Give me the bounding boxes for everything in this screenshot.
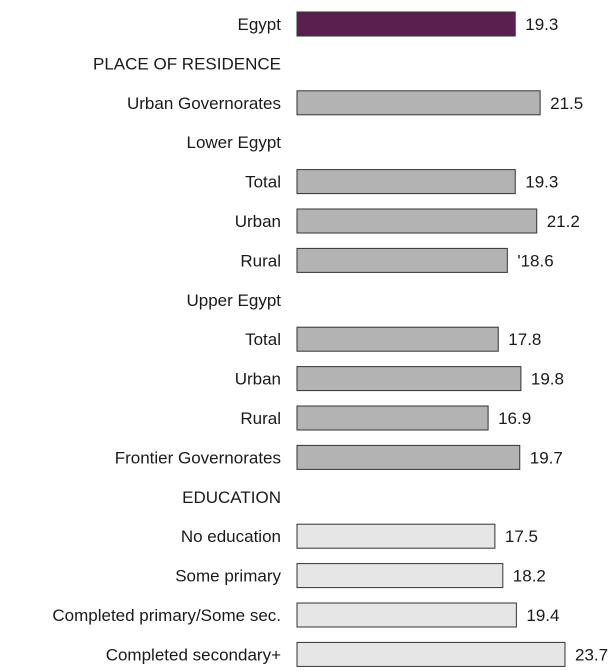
value-label: 16.9 (498, 409, 531, 428)
category-label: Completed secondary+ (106, 645, 281, 664)
section-header-label: Upper Egypt (187, 291, 282, 310)
category-label: No education (181, 527, 281, 546)
category-label: Frontier Governorates (115, 448, 281, 467)
category-label: Urban (235, 370, 281, 389)
bar-row: Total 19.3 (245, 169, 558, 195)
bar (296, 641, 566, 667)
value-label: 21.5 (550, 94, 583, 113)
value-label: 19.8 (531, 370, 564, 389)
bar (296, 523, 496, 549)
section-header-row: Upper Egypt (187, 291, 282, 310)
bar (296, 366, 522, 392)
value-label: 23.7 (575, 645, 608, 664)
category-label: Total (245, 330, 281, 349)
bar (296, 602, 517, 628)
bar (296, 208, 538, 234)
bar-row: Rural 16.9 (240, 405, 531, 431)
bar (296, 11, 516, 37)
bar-row: Total 17.8 (245, 326, 541, 352)
value-label: 18.2 (513, 567, 546, 586)
category-label: Total (245, 173, 281, 192)
bar-row: Egypt 19.3 (238, 11, 558, 37)
bar (296, 247, 508, 273)
bar (296, 90, 541, 116)
bar-row: Completed primary/Some sec. 19.4 (52, 602, 559, 628)
bar-row: Urban 21.2 (235, 208, 580, 234)
bar-row: Some primary 18.2 (175, 563, 546, 589)
category-label: Rural (240, 409, 281, 428)
section-header-label: EDUCATION (182, 488, 281, 507)
bar-row: Completed secondary+ 23.7 (106, 641, 608, 667)
bar-row: Urban 19.8 (235, 366, 564, 392)
category-label: Urban Governorates (127, 94, 281, 113)
bar (296, 563, 504, 589)
value-label: 19.3 (525, 173, 558, 192)
section-header-row: PLACE OF RESIDENCE (93, 54, 281, 73)
section-header-row: EDUCATION (182, 488, 281, 507)
bar (296, 405, 489, 431)
bar-row: Frontier Governorates 19.7 (115, 444, 563, 470)
section-header-label: PLACE OF RESIDENCE (93, 54, 281, 73)
bar (296, 169, 516, 195)
chart-rows: Egypt 19.3 PLACE OF RESIDENCE Urban Governo… (52, 11, 608, 667)
bar (296, 326, 499, 352)
value-label: 17.5 (505, 527, 538, 546)
bar-row: Urban Governorates 21.5 (127, 90, 583, 116)
value-label: 19.4 (526, 606, 559, 625)
value-label: 19.7 (530, 448, 563, 467)
section-header-label: Lower Egypt (187, 133, 282, 152)
category-label: Egypt (238, 15, 282, 34)
category-label: Urban (235, 212, 281, 231)
category-label: Completed primary/Some sec. (52, 606, 281, 625)
category-label: Rural (240, 251, 281, 270)
bar-row: No education 17.5 (181, 523, 538, 549)
category-label: Some primary (175, 567, 281, 586)
value-label: '18.6 (517, 251, 553, 270)
bar (296, 444, 521, 470)
value-label: 19.3 (525, 15, 558, 34)
bar-row: Rural '18.6 (240, 247, 554, 273)
value-label: 21.2 (547, 212, 580, 231)
value-label: 17.8 (508, 330, 541, 349)
section-header-row: Lower Egypt (187, 133, 282, 152)
